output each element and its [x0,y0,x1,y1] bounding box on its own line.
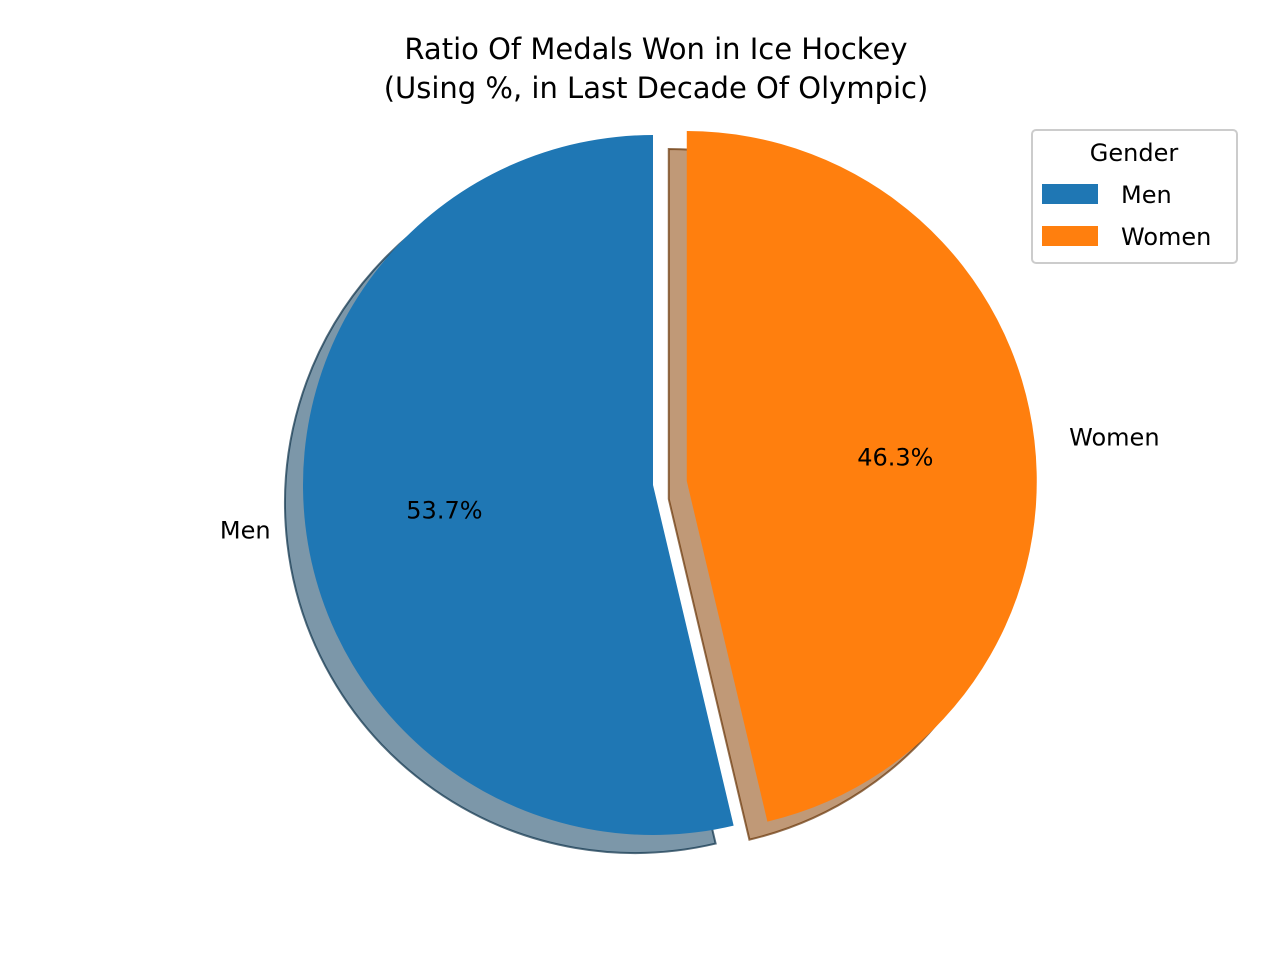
chart-title-line-1: Ratio Of Medals Won in Ice Hockey [404,32,907,66]
slice-label-men: Men [220,517,271,545]
chart-title-line-2: (Using %, in Last Decade Of Olympic) [384,71,929,105]
slice-labels: 53.7% Men 46.3% Women [220,423,1160,544]
pie-slices [303,131,1037,835]
percent-label-women: 46.3% [857,444,933,472]
legend: Gender Men Women [1031,129,1238,264]
legend-label-men: Men [1121,181,1172,209]
percent-label-men: 53.7% [406,496,482,524]
legend-label-women: Women [1121,223,1211,251]
slice-women [686,131,1037,822]
slice-men [303,135,734,835]
chart-title: Ratio Of Medals Won in Ice Hockey (Using… [384,32,929,105]
legend-swatch-men [1042,184,1098,204]
legend-swatch-women [1042,226,1098,246]
legend-title: Gender [1090,139,1179,167]
slice-label-women: Women [1069,423,1159,451]
